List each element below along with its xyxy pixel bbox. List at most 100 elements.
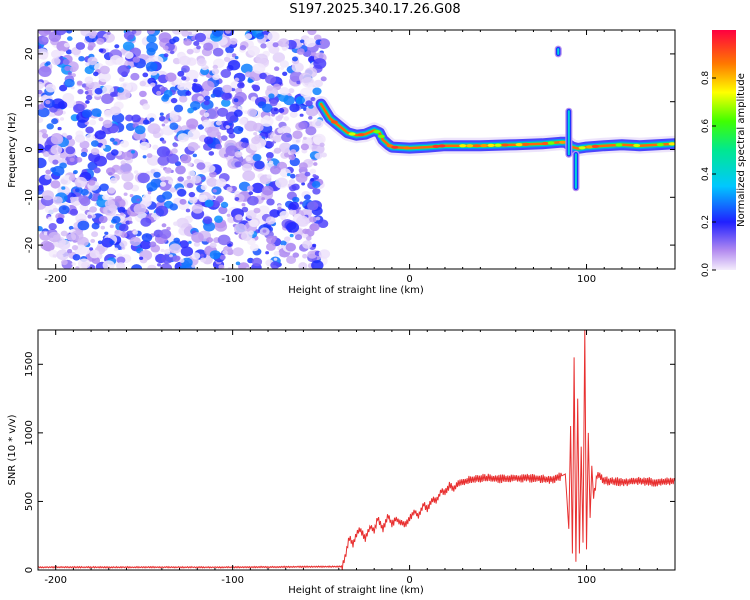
noise-blob [160,176,166,181]
noise-blob [212,64,218,70]
top-y-tick-label: -10 [24,189,35,205]
noise-blob [230,81,240,89]
noise-blob [298,262,308,269]
noise-blob [51,57,61,66]
noise-blob [312,133,326,145]
noise-blob [261,103,273,113]
bottom-y-axis-label: SNR (10 * v/v) [7,414,18,485]
noise-blob [173,221,179,226]
noise-blob [149,117,155,122]
ridge-peak [541,141,549,146]
noise-blob [122,41,135,51]
noise-blob [265,216,276,225]
noise-blob [38,117,44,123]
noise-blob [172,36,180,43]
noise-blob [313,58,327,69]
bottom-x-axis-label: Height of straight line (km) [288,585,424,596]
noise-blob [292,252,300,258]
noise-blob [228,122,233,126]
noise-blob [193,41,200,46]
colorbar [712,30,736,270]
noise-blob [158,32,172,43]
noise-blob [146,47,156,56]
noise-blob [89,119,97,126]
noise-blob [41,190,55,201]
noise-blob [119,240,128,248]
noise-blob [274,55,283,62]
noise-blob [231,53,237,58]
noise-blob [46,123,54,130]
noise-blob [285,242,296,252]
noise-blob [89,249,100,259]
noise-blob [225,125,230,129]
noise-blob [109,55,122,65]
noise-blob [177,82,187,91]
noise-blob [218,264,225,269]
noise-blob [266,41,276,49]
noise-blob [132,56,140,63]
noise-blob [191,83,203,93]
noise-blob [157,155,170,166]
noise-blob [223,56,231,62]
noise-blob [164,167,172,174]
noise-blob [187,162,193,167]
ridge-peak [615,143,623,147]
noise-blob [38,143,44,154]
noise-blob [312,118,324,129]
noise-blob [266,141,274,148]
noise-blob [252,84,260,91]
noise-blob [217,135,222,139]
noise-blob [85,100,90,104]
noise-blob [311,260,324,269]
noise-blob [60,175,72,186]
noise-blob [261,197,265,201]
noise-blob [228,132,236,139]
noise-blob [197,58,207,67]
noise-blob [88,32,97,39]
noise-blob [310,178,315,182]
noise-blob [169,122,179,130]
noise-blob [247,45,260,56]
noise-blob [277,114,284,119]
noise-blob [142,72,149,78]
noise-blob [291,62,304,73]
noise-blob [139,90,147,98]
bottom-y-tick-label: 1000 [24,420,35,445]
noise-blob [181,76,187,81]
noise-blob [180,154,192,164]
noise-blob [292,130,303,139]
noise-blob [162,191,173,200]
noise-blob [91,257,101,264]
noise-blob [67,71,72,76]
noise-blob [136,198,140,202]
noise-blob [166,226,171,231]
noise-blob [188,240,192,244]
noise-blob [215,178,227,188]
noise-blob [82,109,93,118]
noise-blob [38,36,49,45]
noise-blob [110,91,117,98]
noise-blob [168,180,174,185]
noise-blob [277,206,282,211]
noise-blob [305,100,313,107]
noise-blob [187,107,195,114]
noise-blob [133,170,139,174]
noise-blob [181,30,190,37]
noise-blob [278,38,290,48]
noise-blob [93,71,99,77]
top-y-tick-label: 20 [24,48,35,61]
noise-blob [147,123,161,135]
noise-blob [99,183,109,192]
noise-blob [289,111,298,118]
ridge-peak [494,143,502,147]
noise-blob [196,45,201,50]
noise-blob [63,42,70,48]
noise-blob [278,108,285,113]
top-x-axis-label: Height of straight line (km) [288,285,424,296]
noise-blob [206,108,219,120]
noise-blob [220,135,228,141]
ridge-peak [466,144,474,148]
noise-blob [43,231,48,236]
noise-blob [75,157,83,163]
noise-blob [251,136,261,145]
